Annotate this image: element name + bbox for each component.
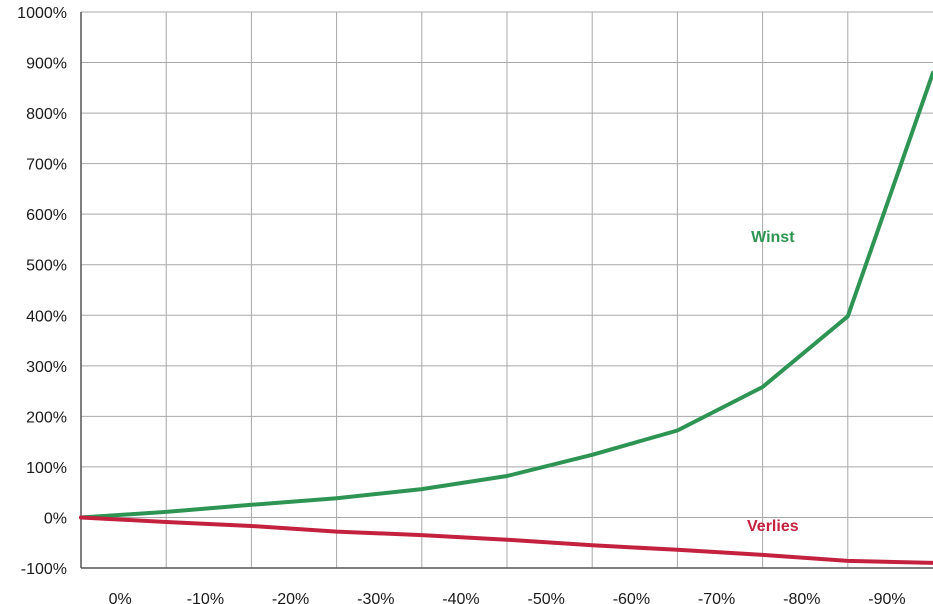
- x-tick-label: -10%: [187, 591, 224, 604]
- x-tick-label: -80%: [783, 591, 820, 604]
- y-tick-label: 400%: [26, 308, 67, 325]
- y-tick-label: 500%: [26, 258, 67, 275]
- y-tick-label: -100%: [21, 561, 67, 578]
- x-tick-label: -90%: [868, 591, 905, 604]
- x-tick-label: -40%: [442, 591, 479, 604]
- x-tick-label: -30%: [357, 591, 394, 604]
- y-tick-label: 200%: [26, 409, 67, 426]
- y-tick-label: 100%: [26, 460, 67, 477]
- y-axis: -100% 0% 100% 200% 300% 400% 500% 600% 700% 800% 9…: [17, 5, 67, 578]
- y-tick-label: 1000%: [17, 5, 67, 22]
- y-tick-label: 300%: [26, 359, 67, 376]
- x-tick-label: -70%: [698, 591, 735, 604]
- x-tick-label: 0%: [109, 591, 132, 604]
- grid: [80, 11, 933, 569]
- y-tick-label: 0%: [44, 510, 67, 527]
- x-tick-label: -60%: [613, 591, 650, 604]
- series-label-verlies: Verlies: [747, 518, 799, 535]
- series-line-verlies: [79, 515, 933, 565]
- y-tick-label: 600%: [26, 207, 67, 224]
- series-label-winst: Winst: [751, 229, 795, 246]
- series-line-winst: [79, 70, 933, 520]
- x-tick-label: -50%: [528, 591, 565, 604]
- y-tick-label: 800%: [26, 106, 67, 123]
- x-axis: 0% -10% -20% -30% -40% -50% -60% -70% -80% -90%: [109, 591, 906, 604]
- y-tick-label: 900%: [26, 56, 67, 73]
- series-lines: [79, 70, 933, 565]
- y-tick-label: 700%: [26, 157, 67, 174]
- x-tick-label: -20%: [272, 591, 309, 604]
